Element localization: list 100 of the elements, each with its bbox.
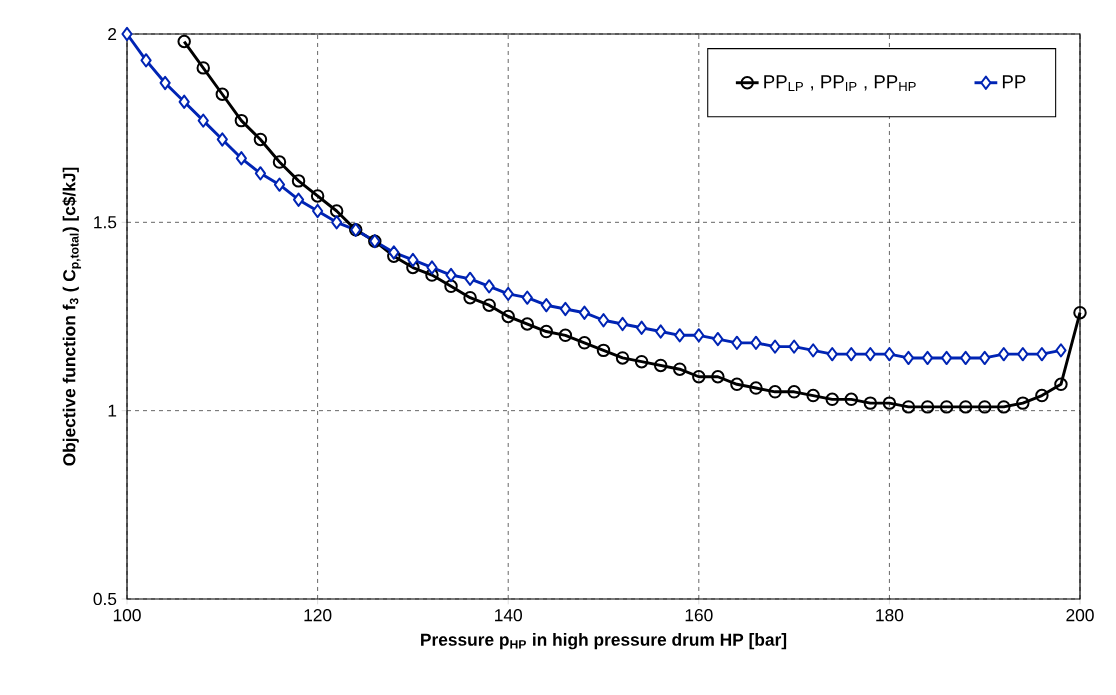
- point: [253, 132, 268, 147]
- point: [882, 396, 897, 410]
- point: [388, 245, 400, 260]
- point: [291, 174, 306, 188]
- point: [578, 305, 591, 320]
- point: [1035, 388, 1049, 403]
- point: [310, 189, 325, 203]
- point: [445, 267, 457, 283]
- y-axis-title: Objective function f$_{3}$ ( C$_{p,total}$) [c$/kJ]: [62, 167, 82, 466]
- point: [540, 298, 552, 313]
- point: [444, 279, 458, 294]
- point: [426, 260, 438, 275]
- point: [577, 336, 592, 350]
- point: [825, 392, 839, 407]
- point: [482, 298, 496, 312]
- point: [863, 396, 878, 410]
- point: [693, 328, 705, 343]
- point: [292, 192, 305, 207]
- point: [769, 339, 781, 354]
- point: [597, 313, 610, 328]
- point: [788, 339, 800, 354]
- legend-label: PP: [1002, 75, 1026, 89]
- point: [636, 320, 648, 335]
- point: [711, 370, 725, 384]
- point: [730, 377, 744, 392]
- point: [197, 113, 209, 128]
- point: [216, 132, 228, 147]
- point: [312, 203, 324, 219]
- point: [768, 385, 782, 399]
- point: [939, 400, 954, 414]
- x-tick-label: 140: [495, 609, 522, 622]
- point: [140, 53, 152, 68]
- y-tick-label: 2: [108, 27, 117, 41]
- y-tick-label: 0.5: [93, 592, 117, 606]
- point: [750, 335, 762, 350]
- point: [692, 370, 706, 384]
- y-tick-label: 1.5: [94, 216, 117, 229]
- point: [844, 392, 859, 407]
- x-tick-label: 120: [304, 609, 332, 622]
- point: [121, 26, 133, 42]
- point: [883, 347, 896, 362]
- point: [1017, 347, 1029, 362]
- point: [407, 252, 419, 268]
- point: [807, 343, 819, 358]
- point: [272, 155, 287, 169]
- point: [1016, 396, 1030, 410]
- point: [559, 301, 571, 317]
- point: [960, 350, 972, 366]
- point: [997, 400, 1011, 414]
- x-tick-label: 180: [876, 609, 904, 622]
- x-tick-label: 200: [1066, 609, 1094, 622]
- point: [406, 260, 420, 275]
- point: [1054, 377, 1068, 392]
- point: [464, 271, 476, 286]
- point: [1055, 343, 1067, 358]
- point: [234, 113, 249, 128]
- point: [979, 350, 991, 366]
- point: [177, 34, 191, 49]
- point: [615, 351, 630, 365]
- point: [673, 362, 687, 376]
- point: [674, 328, 686, 343]
- point: [331, 215, 343, 230]
- x-axis-title: Pressure p$_{HP}$ in high pressure drum HP [bar]: [421, 633, 787, 650]
- point: [712, 331, 724, 347]
- point: [749, 381, 763, 395]
- point: [235, 151, 247, 166]
- legend-label: PP$_{LP}$ , PP$_{IP}$ , PP$_{HP}$: [764, 75, 916, 92]
- point: [463, 290, 477, 305]
- point: [826, 347, 838, 362]
- point: [425, 268, 439, 282]
- point: [329, 204, 344, 218]
- point: [501, 309, 515, 324]
- point: [539, 324, 554, 339]
- point: [520, 317, 534, 331]
- point: [921, 350, 934, 366]
- point: [1036, 347, 1048, 362]
- point: [502, 286, 514, 302]
- point: [731, 335, 743, 350]
- point: [655, 324, 667, 339]
- point: [977, 400, 992, 414]
- point: [215, 87, 230, 101]
- point: [616, 316, 629, 332]
- point: [558, 328, 573, 343]
- point: [1073, 305, 1087, 320]
- point: [787, 385, 801, 399]
- point: [254, 166, 267, 181]
- y-tick-label: 1: [108, 404, 117, 417]
- point: [521, 290, 533, 305]
- point: [483, 279, 495, 294]
- point: [901, 400, 916, 414]
- point: [596, 343, 611, 358]
- point: [845, 347, 857, 362]
- point: [958, 400, 973, 414]
- point: [806, 388, 820, 403]
- point: [634, 354, 649, 369]
- x-tick-label: 160: [685, 609, 713, 622]
- point: [940, 350, 953, 366]
- x-tick-label: 100: [113, 609, 141, 622]
- point: [273, 177, 286, 192]
- point: [864, 347, 876, 362]
